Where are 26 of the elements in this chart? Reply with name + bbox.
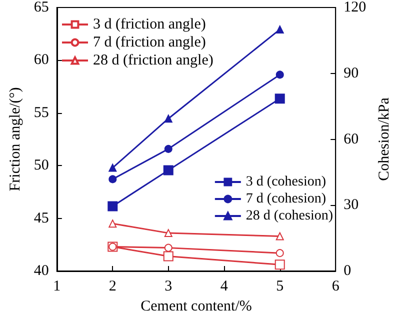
y-axis-title: Friction angle/(°) [8, 87, 24, 192]
x-tick-label: 5 [276, 278, 284, 294]
x-tick-label: 4 [220, 278, 228, 294]
y-tick-label: 40 [34, 263, 49, 279]
y2-tick-label: 60 [344, 131, 359, 148]
legend-label: 28 d (friction angle) [93, 52, 214, 68]
y-tick-label: 60 [34, 52, 49, 68]
legend-label: 28 d (cohesion) [246, 208, 334, 224]
y2-axis-title: Cohesion/kPa [376, 97, 392, 181]
x-tick-label: 2 [108, 278, 116, 294]
y2-tick-label: 90 [344, 65, 359, 82]
y2-tick-label: 0 [344, 263, 352, 279]
y2-tick-label: 120 [344, 0, 366, 16]
y2-tick-label: 30 [344, 197, 359, 214]
legend-label: 7 d (friction angle) [93, 34, 206, 50]
legend-label: 3 d (cohesion) [246, 174, 326, 190]
y-tick-label: 55 [34, 104, 49, 121]
x-tick-label: 1 [53, 278, 61, 294]
legend-label: 3 d (friction angle) [93, 16, 206, 32]
y-tick-label: 50 [34, 158, 49, 174]
x-tick-label: 3 [164, 278, 172, 294]
legend-label: 7 d (cohesion) [246, 192, 326, 206]
y-tick-label: 65 [34, 0, 49, 16]
x-axis-title: Cement content/% [140, 298, 252, 314]
y-tick-label: 45 [34, 210, 49, 226]
x-tick-label: 6 [332, 278, 340, 294]
